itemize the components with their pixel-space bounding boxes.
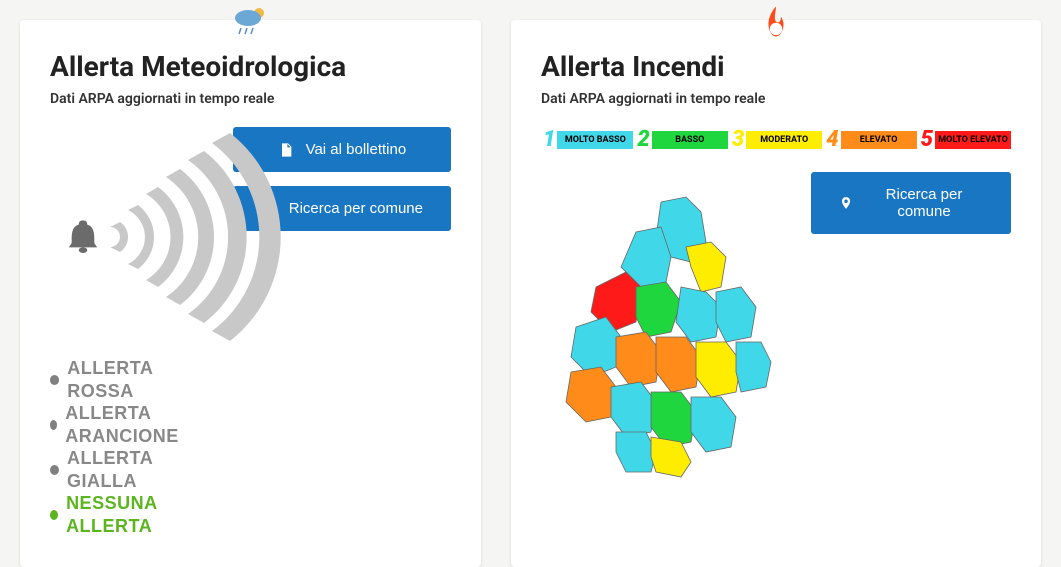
fire-legend-label: MOLTO ELEVATO — [935, 131, 1011, 149]
legend-row: ALLERTA ARANCIONE — [50, 402, 213, 447]
bulletin-button-label: Vai al bollettino — [306, 141, 407, 158]
fire-map — [541, 172, 791, 486]
fire-icon — [756, 4, 796, 36]
fire-card: Allerta Incendi Dati ARPA aggiornati in … — [511, 20, 1041, 567]
fire-legend-label: ELEVATO — [841, 131, 917, 149]
fire-legend-label: MODERATO — [746, 131, 822, 149]
legend-dot — [50, 465, 59, 475]
meteo-legend: ALLERTA ROSSAALLERTA ARANCIONEALLERTA GI… — [50, 357, 213, 537]
fire-legend-label: MOLTO BASSO — [557, 131, 633, 149]
fire-legend-num: 2 — [635, 127, 651, 152]
map-region[interactable] — [676, 287, 721, 342]
legend-label: ALLERTA ROSSA — [67, 357, 213, 402]
signal-arcs-icon — [110, 127, 300, 347]
fire-legend-item: 4ELEVATO — [824, 127, 916, 152]
weather-icon — [231, 4, 271, 36]
legend-row: NESSUNA ALLERTA — [50, 492, 213, 537]
bell-icon — [66, 217, 100, 255]
legend-label: NESSUNA ALLERTA — [66, 492, 213, 537]
map-region[interactable] — [716, 287, 756, 342]
map-region[interactable] — [696, 342, 741, 397]
legend-row: ALLERTA GIALLA — [50, 447, 213, 492]
meteo-title: Allerta Meteoidrologica — [50, 50, 451, 83]
fire-legend-item: 2BASSO — [635, 127, 727, 152]
map-region[interactable] — [691, 397, 736, 452]
map-region[interactable] — [566, 367, 616, 422]
fire-search-button-label: Ricerca per comune — [865, 186, 983, 220]
legend-label: ALLERTA GIALLA — [67, 447, 213, 492]
meteo-search-button-label: Ricerca per comune — [289, 200, 423, 217]
map-region[interactable] — [611, 382, 656, 437]
legend-dot — [50, 420, 57, 430]
map-region[interactable] — [736, 342, 771, 392]
meteo-subtitle: Dati ARPA aggiornati in tempo reale — [50, 91, 451, 107]
alert-visual — [50, 127, 213, 347]
fire-legend-item: 3MODERATO — [730, 127, 822, 152]
legend-dot — [50, 510, 58, 520]
legend-dot — [50, 375, 59, 385]
fire-search-button[interactable]: Ricerca per comune — [811, 172, 1011, 234]
fire-legend-num: 4 — [824, 127, 840, 152]
map-region[interactable] — [636, 282, 681, 337]
map-region[interactable] — [616, 432, 656, 472]
map-region[interactable] — [616, 332, 661, 387]
fire-legend-num: 5 — [919, 127, 935, 152]
map-region[interactable] — [686, 242, 726, 292]
fire-legend-num: 1 — [541, 127, 557, 152]
fire-title: Allerta Incendi — [541, 50, 1011, 83]
fire-legend-num: 3 — [730, 127, 746, 152]
fire-legend: 1MOLTO BASSO2BASSO3MODERATO4ELEVATO5MOLT… — [541, 127, 1011, 152]
fire-legend-item: 5MOLTO ELEVATO — [919, 127, 1011, 152]
legend-label: ALLERTA ARANCIONE — [65, 402, 213, 447]
fire-legend-item: 1MOLTO BASSO — [541, 127, 633, 152]
fire-legend-label: BASSO — [652, 131, 728, 149]
map-search-icon — [839, 195, 853, 211]
legend-row: ALLERTA ROSSA — [50, 357, 213, 402]
meteo-card: Allerta Meteoidrologica Dati ARPA aggior… — [20, 20, 481, 567]
map-region[interactable] — [656, 337, 701, 392]
fire-subtitle: Dati ARPA aggiornati in tempo reale — [541, 91, 1011, 107]
